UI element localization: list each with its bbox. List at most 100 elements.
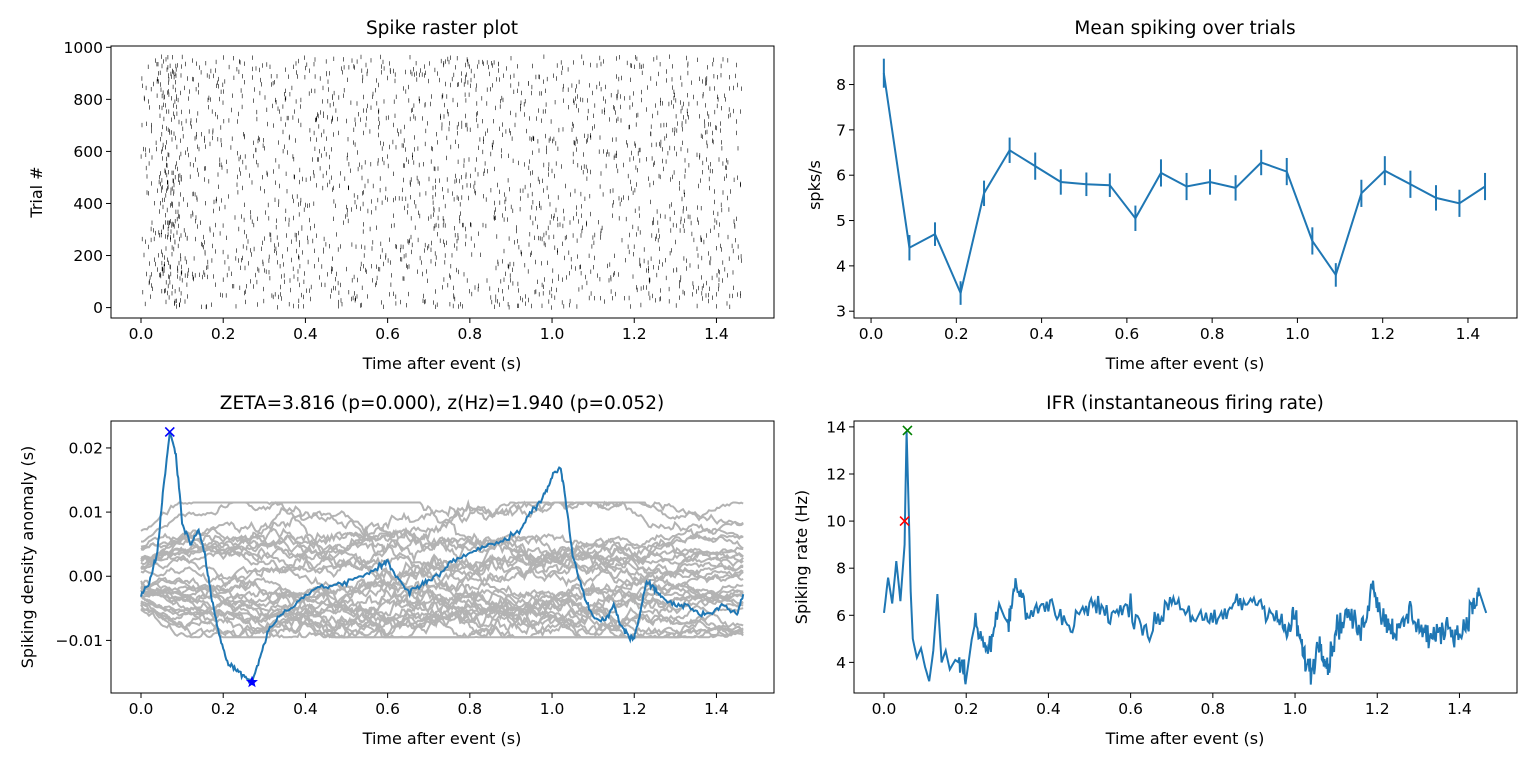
ifr-y-label: Spiking rate (Hz) bbox=[792, 490, 811, 624]
x-tick-label: 0.2 bbox=[944, 325, 969, 343]
mean-line bbox=[882, 73, 1486, 297]
zeta-title: ZETA=3.816 (p=0.000), z(Hz)=1.940 (p=0.0… bbox=[220, 393, 664, 414]
y-tick-label: 8 bbox=[836, 76, 846, 94]
ifr-y-ticks: 4 6 8 10 12 14 bbox=[826, 418, 854, 672]
null-distribution-line bbox=[140, 583, 744, 626]
x-tick-label: 0.8 bbox=[1200, 325, 1225, 343]
x-tick-label: 0.0 bbox=[872, 700, 897, 718]
zeta-y-ticks: −0.01 0.00 0.01 0.02 bbox=[56, 439, 111, 650]
panel-ifr: IFR (instantaneous firing rate) 0.0 0.2 0.… bbox=[792, 393, 1518, 748]
y-tick-label: 0.02 bbox=[68, 439, 103, 457]
null-distribution-line bbox=[140, 534, 744, 587]
x-tick-label: 1.0 bbox=[1283, 700, 1308, 718]
zeta-x-ticks: 0.0 0.2 0.4 0.6 0.8 1.0 1.2 1.4 bbox=[129, 693, 729, 718]
raster-x-ticks: 0.0 0.2 0.4 0.6 0.8 1.0 1.2 1.4 bbox=[129, 318, 729, 343]
zeta-min-marker bbox=[245, 675, 258, 688]
panel-spike-raster: Spike raster plot 0.0 0.2 0.4 0.6 0.8 1.0 1.2 1… bbox=[27, 18, 775, 373]
null-distribution-line bbox=[140, 597, 744, 639]
x-tick-label: 0.4 bbox=[293, 325, 318, 343]
y-tick-label: 0 bbox=[93, 299, 103, 317]
x-tick-label: 1.2 bbox=[1365, 700, 1390, 718]
x-tick-label: 0.0 bbox=[129, 325, 154, 343]
null-distribution-line bbox=[140, 545, 744, 593]
mean-series bbox=[882, 58, 1487, 305]
ifr-axes-frame bbox=[853, 420, 1518, 694]
null-distribution-line bbox=[140, 501, 744, 543]
null-distribution-line bbox=[140, 500, 744, 538]
null-distribution-line bbox=[140, 498, 744, 558]
zeta-max-marker bbox=[164, 426, 175, 437]
raster-spike-ticks bbox=[140, 54, 742, 310]
x-tick-label: 1.4 bbox=[1456, 325, 1481, 343]
zeta-series bbox=[140, 426, 745, 688]
y-tick-label: 4 bbox=[836, 257, 846, 275]
x-tick-label: 1.2 bbox=[622, 325, 647, 343]
y-tick-label: 800 bbox=[73, 91, 103, 109]
y-tick-label: 8 bbox=[836, 560, 846, 578]
raster-spikes bbox=[140, 54, 742, 310]
x-tick-label: 1.4 bbox=[704, 700, 729, 718]
y-tick-label: 5 bbox=[836, 212, 846, 230]
x-tick-label: 0.2 bbox=[211, 325, 236, 343]
x-tick-label: 0.8 bbox=[458, 700, 483, 718]
mean-x-ticks: 0.0 0.2 0.4 0.6 0.8 1.0 1.2 1.4 bbox=[859, 318, 1481, 343]
x-tick-label: 0.2 bbox=[211, 700, 236, 718]
raster-y-ticks: 0 200 400 600 800 1000 bbox=[64, 39, 111, 317]
x-tick-label: 0.2 bbox=[954, 700, 979, 718]
x-tick-label: 0.8 bbox=[458, 325, 483, 343]
y-tick-label: 3 bbox=[836, 303, 846, 321]
panel-mean-spiking: Mean spiking over trials 0.0 0.2 0.4 0.6 0.8… bbox=[805, 18, 1518, 373]
y-tick-label: 12 bbox=[826, 465, 846, 483]
x-tick-label: 1.4 bbox=[1447, 700, 1472, 718]
ifr-line bbox=[883, 431, 1488, 685]
null-distribution-line bbox=[140, 506, 744, 562]
null-distribution-line bbox=[140, 544, 744, 585]
zeta-x-label: Time after event (s) bbox=[362, 729, 522, 748]
x-tick-label: 0.6 bbox=[1118, 700, 1143, 718]
mean-title: Mean spiking over trials bbox=[1074, 18, 1295, 39]
x-tick-label: 1.4 bbox=[704, 325, 729, 343]
y-tick-label: 6 bbox=[836, 607, 846, 625]
x-tick-label: 0.4 bbox=[293, 700, 318, 718]
ifr-series bbox=[883, 425, 1488, 685]
x-tick-label: 0.8 bbox=[1201, 700, 1226, 718]
y-tick-label: 400 bbox=[73, 195, 103, 213]
zeta-y-label: Spiking density anomaly (s) bbox=[18, 446, 37, 669]
x-tick-label: 1.2 bbox=[622, 700, 647, 718]
mean-axes-frame bbox=[853, 45, 1518, 319]
ifr-title: IFR (instantaneous firing rate) bbox=[1046, 393, 1324, 414]
y-tick-label: 10 bbox=[826, 513, 846, 531]
null-distribution-line bbox=[140, 607, 744, 639]
x-tick-label: 0.4 bbox=[1036, 700, 1061, 718]
y-tick-label: 14 bbox=[826, 418, 846, 436]
x-tick-label: 1.0 bbox=[540, 325, 565, 343]
zeta-main-line bbox=[140, 432, 745, 686]
null-distribution-line bbox=[140, 529, 744, 569]
ifr-x-ticks: 0.0 0.2 0.4 0.6 0.8 1.0 1.2 1.4 bbox=[872, 693, 1472, 718]
y-tick-label: 1000 bbox=[64, 39, 103, 57]
raster-x-label: Time after event (s) bbox=[362, 354, 522, 373]
y-tick-label: 4 bbox=[836, 654, 846, 672]
panel-zeta: ZETA=3.816 (p=0.000), z(Hz)=1.940 (p=0.0… bbox=[18, 393, 775, 748]
raster-axes-frame bbox=[110, 45, 775, 319]
y-tick-label: 7 bbox=[836, 121, 846, 139]
raster-y-label: Trial # bbox=[27, 166, 46, 218]
y-tick-label: 6 bbox=[836, 167, 846, 185]
x-tick-label: 0.4 bbox=[1029, 325, 1054, 343]
mean-x-label: Time after event (s) bbox=[1105, 354, 1265, 373]
y-tick-label: 200 bbox=[73, 247, 103, 265]
y-tick-label: 0.01 bbox=[68, 504, 103, 522]
zeta-axes-frame bbox=[110, 420, 775, 694]
y-tick-label: 0.00 bbox=[68, 568, 103, 586]
x-tick-label: 1.0 bbox=[540, 700, 565, 718]
null-distribution-line bbox=[140, 605, 744, 639]
y-tick-label: −0.01 bbox=[56, 632, 104, 650]
x-tick-label: 0.0 bbox=[129, 700, 154, 718]
x-tick-label: 0.6 bbox=[375, 325, 400, 343]
x-tick-label: 0.6 bbox=[1115, 325, 1140, 343]
x-tick-label: 1.0 bbox=[1285, 325, 1310, 343]
mean-y-label: spks/s bbox=[805, 160, 824, 210]
x-tick-label: 0.6 bbox=[375, 700, 400, 718]
x-tick-label: 0.0 bbox=[859, 325, 884, 343]
